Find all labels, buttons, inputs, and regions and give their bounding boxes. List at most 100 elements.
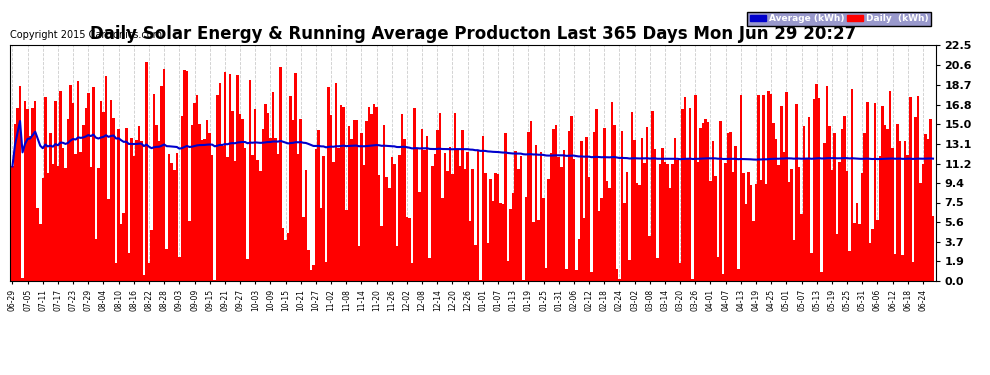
Bar	[735, 146, 737, 281]
Bar	[401, 114, 403, 281]
Bar	[912, 262, 914, 281]
Bar	[69, 85, 72, 281]
Bar	[279, 67, 282, 281]
Bar	[777, 165, 780, 281]
Bar	[168, 154, 170, 281]
Bar	[767, 91, 770, 281]
Bar	[737, 269, 740, 281]
Bar	[294, 73, 297, 281]
Bar	[530, 121, 533, 281]
Bar	[821, 272, 823, 281]
Bar	[782, 152, 785, 281]
Legend: Average (kWh), Daily  (kWh): Average (kWh), Daily (kWh)	[746, 12, 931, 26]
Bar	[434, 154, 436, 281]
Bar	[328, 87, 330, 281]
Bar	[686, 159, 689, 281]
Bar	[717, 256, 720, 281]
Bar	[648, 236, 651, 281]
Bar	[517, 169, 520, 281]
Bar	[201, 140, 203, 281]
Bar	[588, 177, 590, 281]
Bar	[902, 255, 904, 281]
Bar	[74, 154, 77, 281]
Bar	[863, 134, 866, 281]
Bar	[836, 234, 839, 281]
Bar	[261, 129, 264, 281]
Bar	[219, 84, 221, 281]
Bar	[259, 171, 261, 281]
Bar	[616, 269, 618, 281]
Bar	[330, 115, 333, 281]
Bar	[448, 147, 451, 281]
Bar	[34, 101, 37, 281]
Bar	[800, 214, 803, 281]
Bar	[251, 155, 254, 281]
Bar	[808, 117, 811, 281]
Bar	[879, 156, 881, 281]
Bar	[24, 101, 27, 281]
Bar	[393, 164, 396, 281]
Bar	[370, 114, 373, 281]
Bar	[644, 163, 645, 281]
Bar	[742, 173, 744, 281]
Bar	[535, 145, 538, 281]
Bar	[312, 265, 315, 281]
Bar	[909, 97, 912, 281]
Bar	[552, 129, 555, 281]
Bar	[752, 221, 754, 281]
Bar	[128, 253, 130, 281]
Bar	[11, 166, 14, 281]
Bar	[105, 76, 107, 281]
Bar	[163, 69, 165, 281]
Bar	[302, 217, 305, 281]
Bar	[497, 174, 499, 281]
Bar	[565, 268, 567, 281]
Bar	[209, 133, 211, 281]
Bar	[244, 148, 247, 281]
Bar	[611, 102, 613, 281]
Bar	[120, 224, 123, 281]
Bar	[749, 185, 752, 281]
Bar	[932, 216, 935, 281]
Bar	[770, 94, 772, 281]
Bar	[148, 263, 150, 281]
Bar	[271, 92, 274, 281]
Bar	[899, 141, 902, 281]
Bar	[775, 139, 777, 281]
Bar	[115, 263, 118, 281]
Bar	[626, 172, 629, 281]
Bar	[84, 108, 87, 281]
Bar	[274, 138, 277, 281]
Bar	[826, 86, 828, 281]
Bar	[196, 95, 198, 281]
Bar	[146, 62, 148, 281]
Bar	[828, 126, 831, 281]
Bar	[365, 121, 367, 281]
Bar	[747, 172, 749, 281]
Bar	[598, 211, 601, 281]
Bar	[889, 91, 891, 281]
Bar	[310, 270, 312, 281]
Bar	[426, 136, 429, 281]
Bar	[601, 198, 603, 281]
Bar	[714, 176, 717, 281]
Bar	[709, 180, 712, 281]
Bar	[575, 270, 578, 281]
Bar	[525, 196, 527, 281]
Bar	[398, 155, 401, 281]
Bar	[762, 96, 765, 281]
Bar	[876, 220, 879, 281]
Bar	[608, 188, 611, 281]
Bar	[725, 163, 727, 281]
Bar	[886, 129, 889, 281]
Bar	[211, 155, 214, 281]
Bar	[803, 126, 805, 281]
Bar	[112, 118, 115, 281]
Bar	[606, 181, 608, 281]
Bar	[256, 160, 259, 281]
Bar	[461, 129, 464, 281]
Bar	[14, 124, 16, 281]
Bar	[691, 279, 694, 281]
Bar	[629, 260, 631, 281]
Bar	[170, 163, 173, 281]
